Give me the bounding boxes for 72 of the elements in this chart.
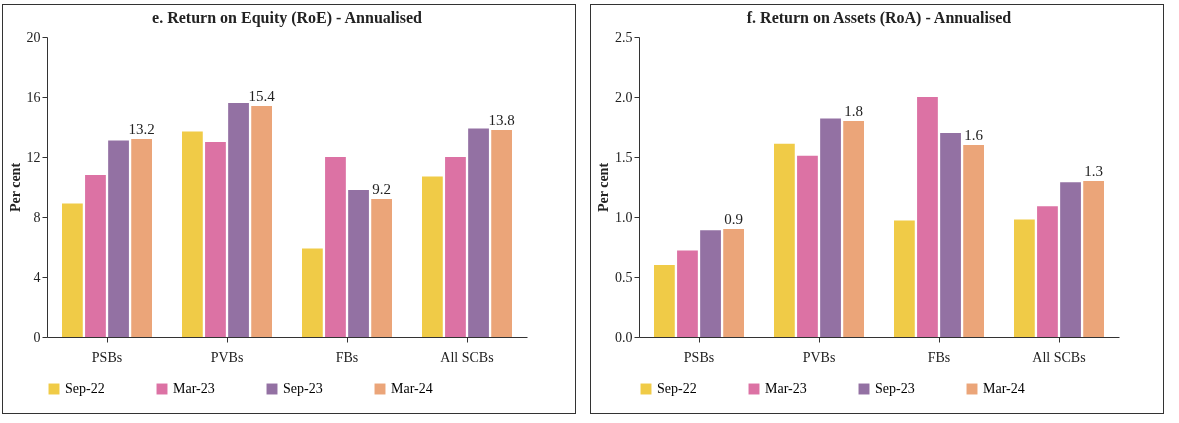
bar xyxy=(85,175,106,337)
x-tick-label: PVBs xyxy=(210,349,244,365)
x-tick-label: FBs xyxy=(335,349,359,365)
bar xyxy=(108,140,129,337)
bar xyxy=(491,130,512,337)
y-tick-label: 1.5 xyxy=(615,149,633,165)
chart-title: f. Return on Assets (RoA) - Annualised xyxy=(746,9,1012,27)
y-axis-title: Per cent xyxy=(7,162,23,213)
y-tick-label: 8 xyxy=(33,209,41,225)
bar xyxy=(422,176,443,337)
bar xyxy=(677,250,698,337)
bar xyxy=(62,203,83,337)
x-tick-label: FBs xyxy=(927,349,951,365)
data-label: 13.8 xyxy=(488,112,515,128)
data-label: 15.4 xyxy=(248,88,276,104)
bar xyxy=(228,103,249,337)
bar xyxy=(654,265,675,337)
bar xyxy=(940,133,961,337)
y-tick-label: 20 xyxy=(26,29,41,45)
bar xyxy=(723,229,744,337)
y-tick-label: 2.0 xyxy=(615,89,633,105)
bar xyxy=(917,97,938,337)
y-tick-label: 0.5 xyxy=(615,269,633,285)
y-tick-label: 0 xyxy=(33,329,41,345)
x-tick-label: PVBs xyxy=(802,349,836,365)
bar xyxy=(1037,206,1058,337)
bar xyxy=(468,128,489,337)
data-label: 1.3 xyxy=(1084,163,1103,179)
bar xyxy=(1083,181,1104,337)
bar xyxy=(797,155,818,337)
bar xyxy=(700,230,721,337)
legend-label: Mar-23 xyxy=(173,381,215,396)
y-tick-label: 0.0 xyxy=(615,329,633,345)
bar xyxy=(1060,182,1081,337)
legend-label: Sep-23 xyxy=(283,381,323,396)
y-tick-label: 2.5 xyxy=(615,29,633,45)
y-tick-label: 12 xyxy=(26,149,41,165)
legend-label: Mar-23 xyxy=(765,381,807,396)
bar xyxy=(820,118,841,337)
data-label: 1.6 xyxy=(964,127,984,143)
bar xyxy=(251,106,272,337)
bar xyxy=(843,121,864,337)
data-label: 13.2 xyxy=(128,121,155,137)
bar xyxy=(445,157,466,337)
legend-label: Mar-24 xyxy=(983,381,1025,396)
bar xyxy=(205,142,226,337)
y-tick-label: 4 xyxy=(33,269,41,285)
bar xyxy=(348,190,369,337)
data-label: 0.9 xyxy=(724,211,743,227)
legend-label: Sep-22 xyxy=(657,381,697,396)
y-tick-label: 1.0 xyxy=(615,209,633,225)
bar xyxy=(325,157,346,337)
bar xyxy=(1014,219,1035,337)
bar xyxy=(182,131,203,337)
data-label: 9.2 xyxy=(372,181,391,197)
legend-label: Sep-23 xyxy=(875,381,915,396)
y-tick-label: 16 xyxy=(26,89,41,105)
bar xyxy=(302,248,323,337)
chart-title: e. Return on Equity (RoE) - Annualised xyxy=(152,9,423,27)
x-tick-label: PSBs xyxy=(683,349,715,365)
bar xyxy=(371,199,392,337)
data-label: 1.8 xyxy=(844,103,863,119)
y-axis-title: Per cent xyxy=(596,162,611,213)
bar xyxy=(963,145,984,337)
legend-label: Sep-22 xyxy=(65,381,105,396)
x-tick-label: All SCBs xyxy=(440,349,494,365)
x-tick-label: PSBs xyxy=(91,349,123,365)
bar xyxy=(774,143,795,337)
legend-label: Mar-24 xyxy=(391,381,433,396)
bar xyxy=(894,220,915,337)
x-tick-label: All SCBs xyxy=(1032,349,1086,365)
bar xyxy=(131,139,152,337)
